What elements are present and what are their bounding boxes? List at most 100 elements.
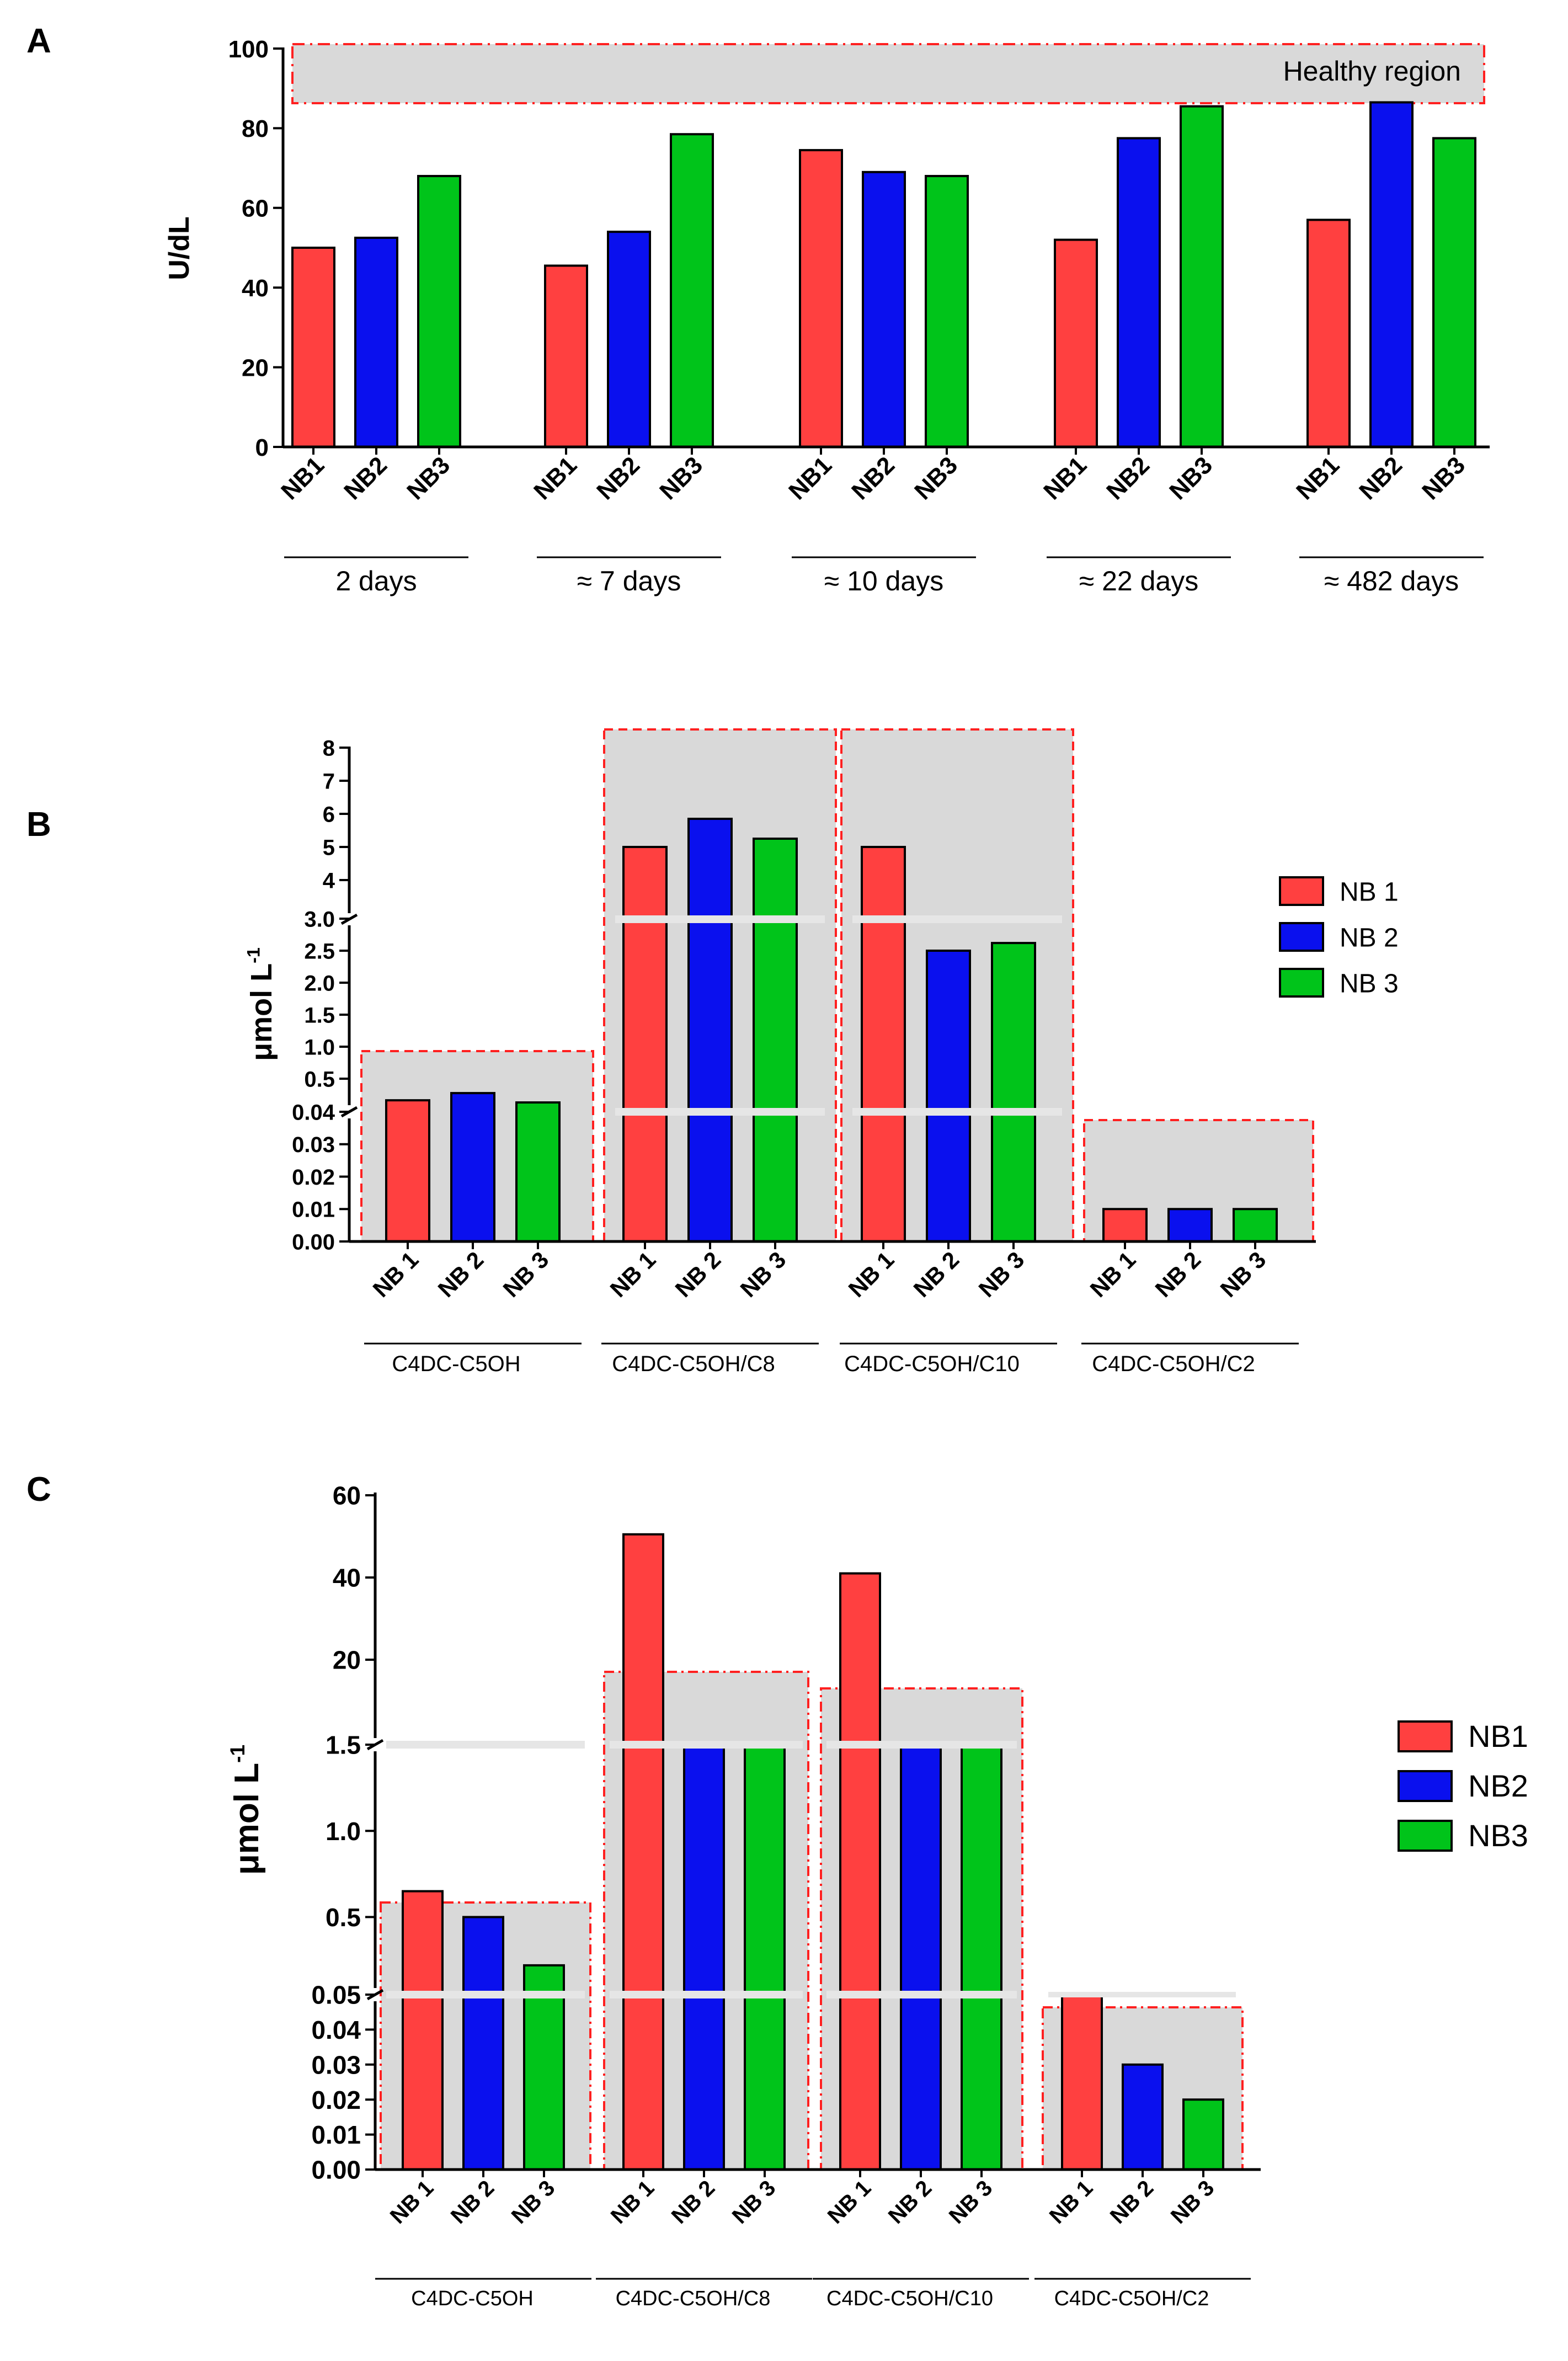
category-label: NB 2 [667,2176,720,2229]
y-tick-label: 7 [323,769,335,793]
y-tick-label: 2.5 [304,939,335,963]
bar-nb2 [683,1743,725,2171]
bar-nb3 [1180,105,1224,448]
category-label: NB 2 [670,1246,726,1302]
category-label: NB 1 [606,2176,659,2229]
bar-nb3 [744,1743,786,2171]
bar-nb2 [354,236,398,448]
bar-nb2 [462,1916,504,2171]
y-tick-label: 40 [333,1564,361,1592]
category-label: NB 3 [728,2176,781,2229]
group-label: ≈ 482 days [1324,566,1459,596]
y-tick-label: 8 [323,736,335,760]
legend-label: NB1 [1468,1719,1528,1754]
y-tick-label: 0.5 [326,1903,361,1932]
category-label: NB 3 [1215,1246,1271,1302]
y-tick-label: 60 [333,1481,361,1510]
category-label: NB1 [529,451,582,505]
y-tick-label: 100 [228,36,269,63]
legend-label: NB 1 [1340,878,1399,907]
y-tick-label: 0.03 [292,1133,335,1157]
y-tick-label: 60 [242,195,269,222]
category-label: NB 2 [908,1246,964,1302]
category-label: NB 2 [433,1246,488,1302]
y-tick-label: 0.02 [311,2086,361,2114]
bar-nb1 [1102,1208,1148,1243]
category-label: NB 2 [1150,1246,1206,1302]
y-tick-label: 0.02 [292,1165,335,1190]
bar-nb2 [607,231,651,448]
category-label: NB1 [276,451,329,505]
group-label: C4DC-C5OH/C2 [1054,2287,1209,2310]
category-label: NB2 [591,451,645,505]
group-label: C4DC-C5OH/C2 [1092,1352,1255,1376]
y-axis-title-text: μmol L [228,1763,266,1875]
y-tick-label: 0.5 [304,1067,335,1091]
y-tick-label: 0.00 [292,1230,335,1254]
bar-nb2 [1122,2063,1164,2171]
category-label: NB 2 [446,2176,499,2229]
y-tick-label: 1.0 [304,1035,335,1059]
y-tick-label: 20 [333,1646,361,1675]
bar-nb1 [1061,1993,1103,2171]
category-label: NB3 [1417,451,1470,505]
bar-nb3 [925,175,969,448]
chart-panel-c: C 0.00 0.01 0.02 0.03 0.04 0.05 0.5 1.0 1.5 20 40 60… [26,1470,1528,2310]
y-tick-label: 5 [323,835,335,860]
bar-nb2 [1369,101,1414,449]
y-tick-label: 3.0 [304,907,335,931]
bar-nb3 [961,1743,1002,2171]
bar-nb1 [1306,218,1351,448]
category-label: NB2 [1354,451,1407,505]
y-axis-title: μmol L-1 [243,947,278,1061]
y-tick-label: 1.5 [326,1731,361,1760]
category-label: NB 1 [1085,1246,1140,1302]
y-tick-label: 6 [323,802,335,827]
bar-nb1 [839,1572,881,2171]
category-label: NB 3 [973,1246,1029,1302]
group-label: ≈ 22 days [1079,566,1198,596]
bar-nb2 [1167,1208,1213,1243]
y-axis-title: μmol L-1 [226,1745,266,1875]
category-label: NB3 [909,451,963,505]
reference-region [291,43,1485,104]
bar-nb1 [622,846,668,1243]
bar-nb1 [1054,238,1098,448]
legend-swatch [1279,876,1324,906]
bar-nb3 [670,133,714,449]
y-tick-label: 0 [255,434,269,461]
category-label: NB2 [846,451,900,505]
group-label: C4DC-C5OH/C8 [616,2287,771,2310]
category-label: NB3 [654,451,708,505]
bar-nb1 [385,1099,430,1243]
category-label: NB 2 [884,2176,937,2229]
bar-nb2 [926,950,971,1243]
category-label: NB3 [402,451,455,505]
group-label: C4DC-C5OH/C8 [612,1352,775,1376]
category-label: NB2 [339,451,392,505]
group-label: ≈ 7 days [577,566,681,596]
category-label: NB 1 [823,2176,876,2229]
category-label: NB3 [1164,451,1218,505]
group-label: 2 days [335,566,417,596]
category-label: NB 3 [945,2176,998,2229]
legend-label: NB 3 [1340,969,1399,999]
group-label: C4DC-C5OH [392,1352,520,1376]
bar-nb2 [1117,137,1161,448]
bar-nb3 [1182,2098,1224,2171]
y-axis-title-superscript: -1 [226,1745,249,1763]
category-label: NB1 [783,451,837,505]
y-axis-title-superscript: -1 [243,947,263,963]
category-label: NB 1 [367,1246,423,1302]
category-label: NB 2 [1106,2176,1159,2229]
y-tick-label: 20 [242,354,269,381]
group-label: C4DC-C5OH/C10 [844,1352,1020,1376]
panel-label: B [26,806,51,844]
category-label: NB 1 [1045,2176,1098,2229]
category-label: NB 3 [735,1246,791,1302]
bar-nb3 [1432,137,1476,448]
bar-nb2 [862,170,906,448]
